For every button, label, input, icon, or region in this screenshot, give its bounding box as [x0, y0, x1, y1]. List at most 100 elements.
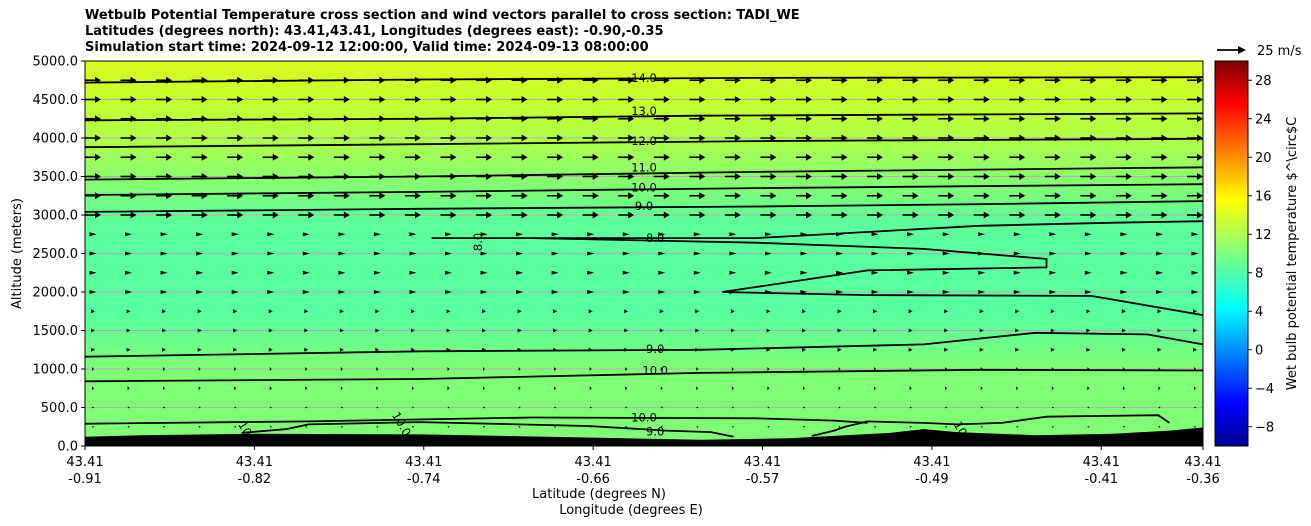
wind-vector: [1125, 76, 1132, 84]
wind-vector: [302, 232, 310, 237]
wind-vector: [983, 96, 990, 103]
wind-vector: [343, 134, 350, 142]
wind-vector: [841, 115, 848, 123]
wind-vector: [592, 134, 599, 142]
wind-vector: [770, 115, 777, 123]
wind-vector: [1161, 76, 1168, 84]
wind-vector: [1054, 96, 1061, 103]
wind-vector: [1090, 76, 1097, 84]
wind-vector: [305, 425, 308, 428]
wind-vector: [873, 328, 878, 333]
wind-vector: [874, 425, 876, 428]
wind-vector: [658, 232, 666, 237]
wind-vector: [622, 270, 630, 275]
wind-vector: [1019, 96, 1026, 103]
wind-vector: [376, 386, 379, 391]
wind-vector: [373, 270, 381, 275]
wind-vector: [304, 309, 309, 314]
wind-vector: [945, 406, 947, 409]
wind-vector: [1121, 347, 1126, 352]
wind-vector: [699, 192, 706, 200]
wind-vector: [339, 309, 344, 314]
wind-vector: [375, 309, 380, 314]
wind-vector: [308, 96, 315, 103]
wind-vector: [343, 211, 350, 219]
wind-vector: [1054, 115, 1061, 123]
wind-vector: [1019, 192, 1026, 200]
wind-vector: [267, 232, 275, 237]
colorbar-tick-label: 28: [1255, 74, 1272, 89]
wind-vector: [979, 328, 984, 333]
wind-vector: [663, 192, 670, 200]
wind-vector: [196, 290, 204, 294]
x-tick-label-lon: -0.82: [238, 472, 272, 487]
wind-vector: [480, 251, 488, 256]
wind-vector: [517, 328, 522, 333]
wind-vector: [624, 309, 629, 314]
wind-vector: [625, 367, 628, 371]
wind-vector: [628, 173, 635, 180]
wind-vector: [1125, 192, 1132, 200]
wind-vector: [308, 211, 315, 219]
wind-vector: [805, 192, 812, 200]
x-tick-label-lon: -0.36: [1186, 472, 1220, 487]
quiver-key-label: 25 m/s: [1257, 44, 1302, 59]
wind-vector: [1197, 115, 1203, 123]
title-line-3: Simulation start time: 2024-09-12 12:00:…: [85, 40, 649, 55]
wind-vector: [589, 406, 592, 409]
wind-vector: [268, 328, 273, 333]
wind-vector: [588, 328, 593, 333]
wind-vector: [1193, 328, 1197, 333]
wind-vector: [302, 290, 310, 294]
contour-line: [84, 137, 1204, 149]
wind-vector: [340, 386, 343, 391]
wind-vector: [233, 328, 238, 333]
wind-vector: [126, 309, 131, 314]
wind-vector: [628, 211, 635, 219]
wind-vector: [516, 251, 524, 256]
wind-vector: [1013, 290, 1021, 294]
colorbar-tick-label: −4: [1255, 382, 1274, 397]
wind-vector: [234, 406, 236, 409]
wind-vector: [1016, 425, 1019, 428]
wind-vector: [908, 347, 913, 352]
wind-vector: [447, 386, 450, 391]
wind-vector: [409, 270, 417, 275]
y-tick-label: 1500.0: [33, 324, 79, 339]
wind-vector: [89, 232, 97, 237]
wind-vector: [801, 328, 806, 333]
wind-vector: [234, 386, 237, 391]
wind-vector: [1050, 347, 1055, 352]
wind-vector: [908, 328, 913, 333]
wind-vector: [1125, 96, 1132, 103]
wind-vector: [805, 153, 812, 161]
wind-vector: [1013, 232, 1021, 237]
wind-vector: [770, 96, 777, 103]
wind-vector: [696, 425, 699, 428]
wind-vector: [1019, 173, 1026, 180]
wind-vector: [874, 367, 877, 371]
wind-vector: [1194, 386, 1196, 391]
wind-vector: [838, 406, 841, 409]
wind-vector: [166, 134, 173, 142]
wind-vector: [414, 134, 421, 142]
wind-vector: [874, 386, 877, 391]
wind-vector: [663, 211, 670, 219]
wind-vector: [89, 290, 97, 294]
wind-vector: [767, 367, 770, 371]
wind-vector: [553, 309, 558, 314]
wind-vector: [800, 251, 808, 256]
wind-vector: [379, 134, 386, 142]
x-axis-label-lat: Latitude (degrees N): [532, 487, 666, 502]
wind-vector: [841, 134, 848, 142]
wind-vector: [130, 173, 137, 180]
y-tick-label: 4000.0: [33, 132, 79, 147]
wind-vector: [942, 270, 950, 275]
wind-vector: [269, 367, 272, 371]
contour-line: [84, 76, 1204, 84]
contour-line: [84, 166, 1204, 181]
wind-vector: [877, 153, 884, 161]
wind-vector: [592, 192, 599, 200]
wind-vector: [1049, 232, 1057, 237]
wind-vector: [909, 406, 912, 409]
